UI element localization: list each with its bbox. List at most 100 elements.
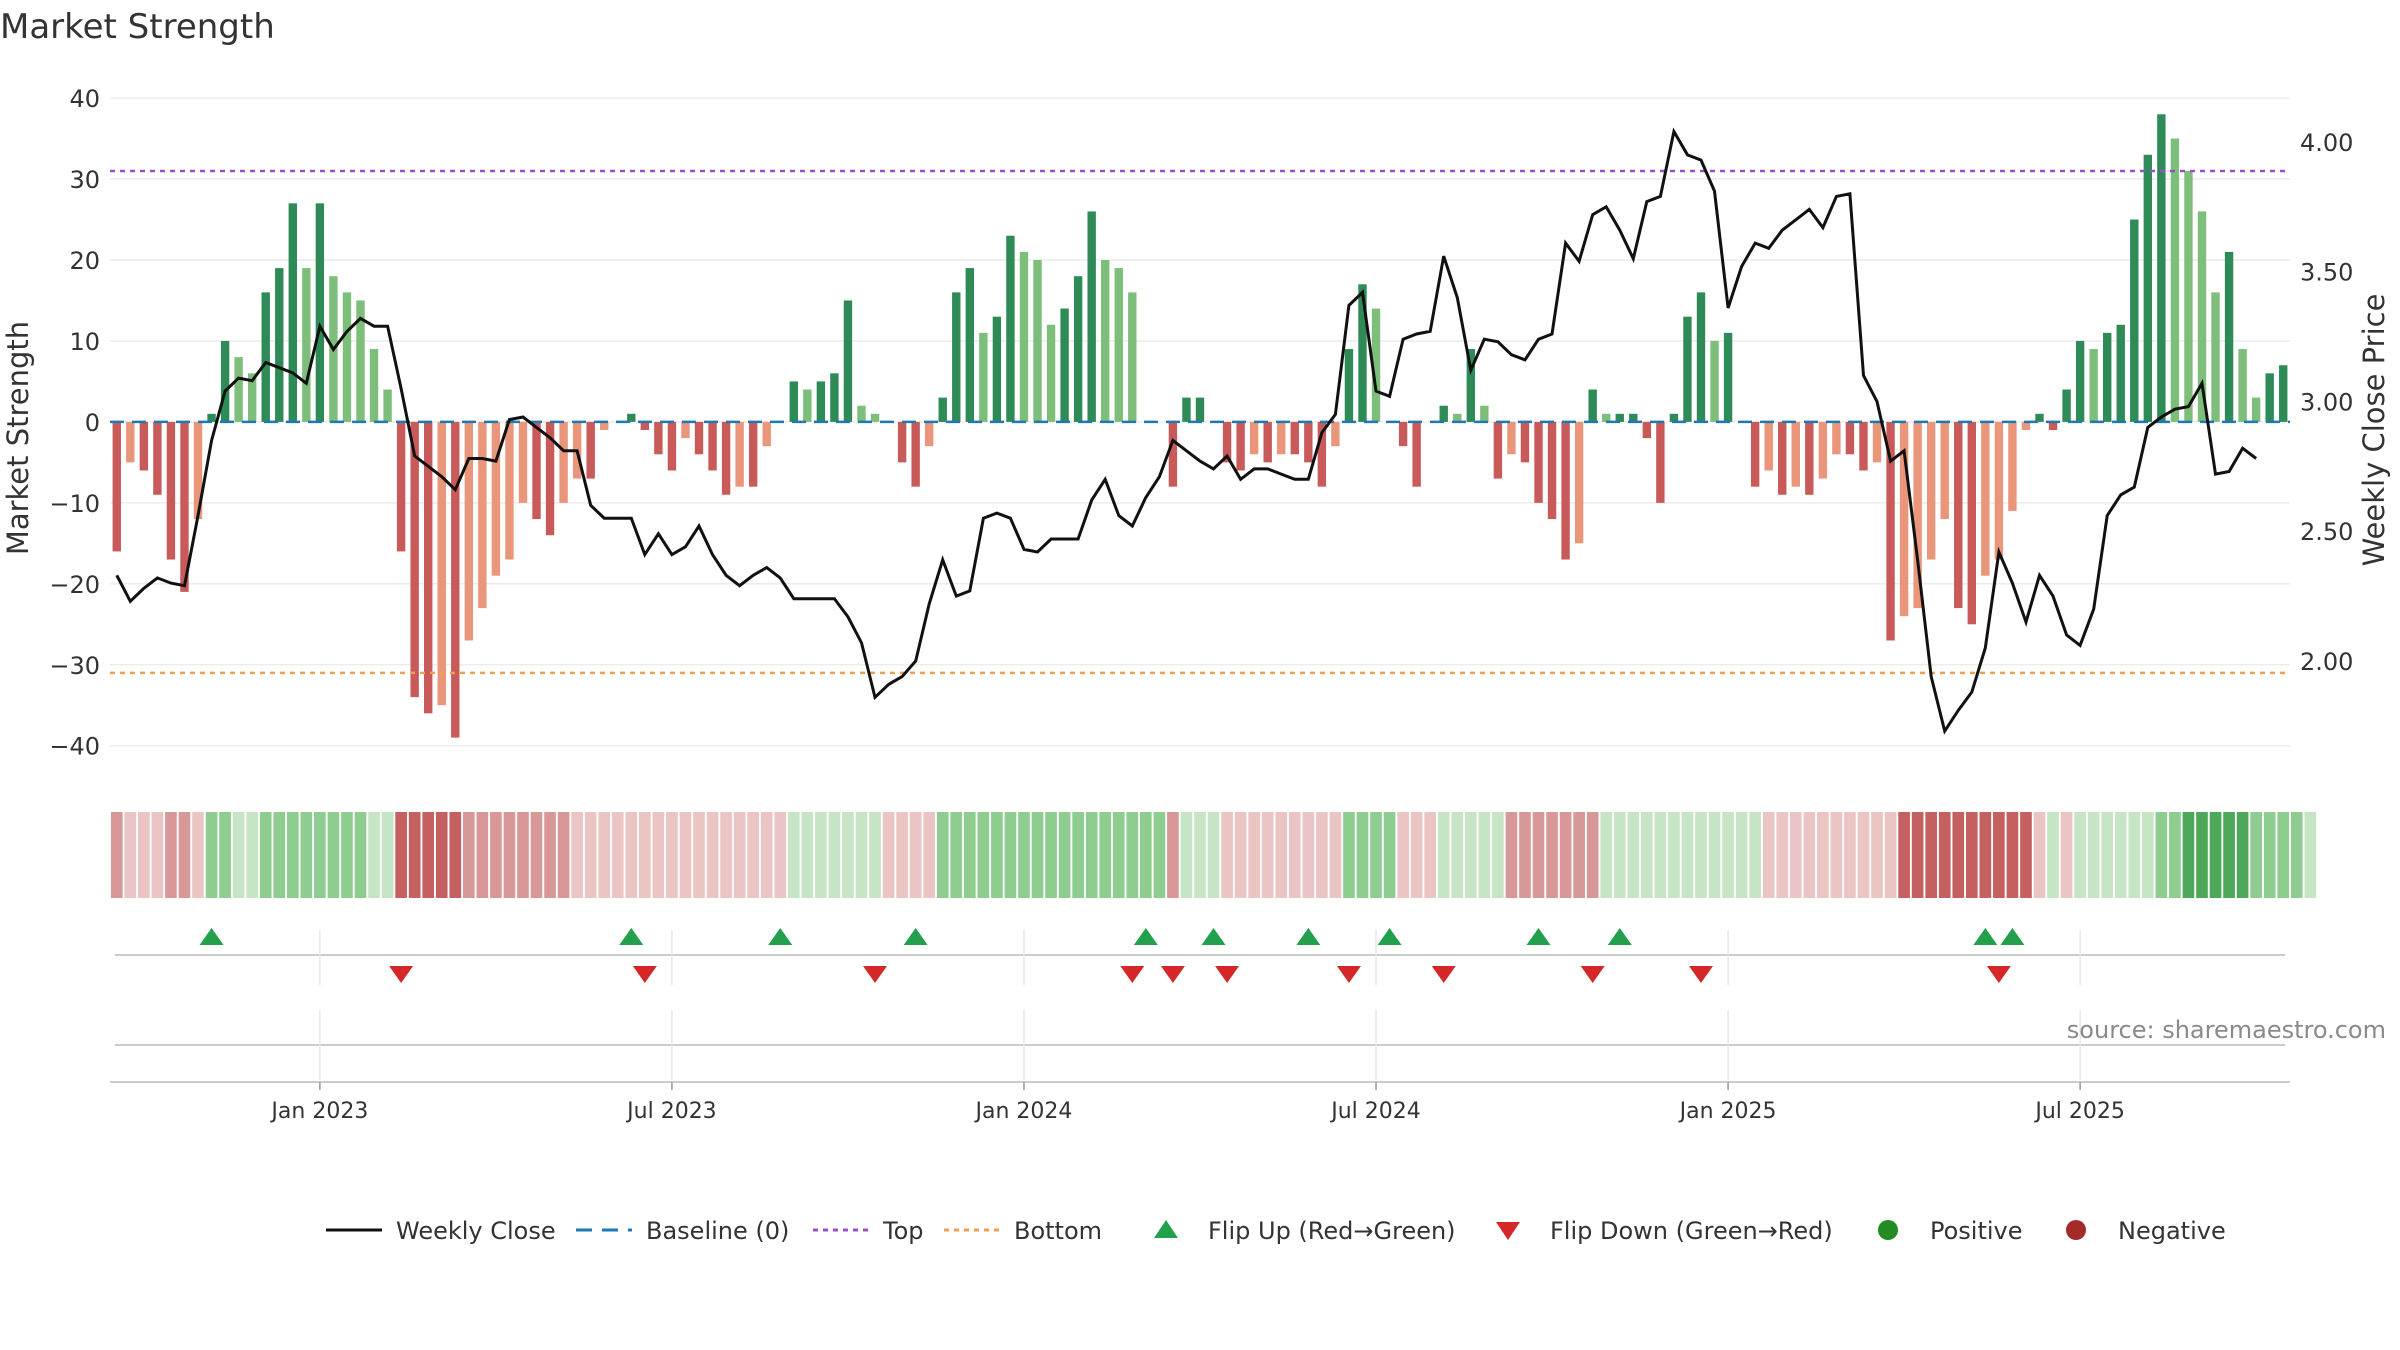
strength-bar: [1818, 421, 1828, 479]
state-cell: [1464, 812, 1477, 898]
state-cell: [991, 812, 1003, 898]
strength-bar: [424, 421, 433, 714]
flip-down-marker: [1580, 966, 1605, 983]
state-cell: [327, 812, 340, 898]
strength-bar: [1006, 235, 1015, 422]
state-cell: [273, 812, 286, 898]
strength-bar: [532, 421, 541, 520]
strength-bar: [2116, 324, 2125, 422]
state-cell: [1424, 812, 1437, 898]
strength-bar: [1507, 421, 1516, 455]
y-tick-label: 0: [85, 409, 100, 437]
state-cell: [1370, 812, 1382, 898]
state-cell: [1410, 812, 1423, 898]
state-cell: [1952, 812, 1965, 898]
flip-up-marker: [1607, 928, 1632, 945]
state-cell: [395, 812, 407, 898]
state-cell: [1478, 812, 1491, 898]
legend-weekly-close-label: Weekly Close: [396, 1217, 556, 1245]
state-cell: [1735, 812, 1748, 898]
state-cell: [1830, 812, 1843, 898]
strength-bar: [1723, 332, 1733, 422]
strength-bar: [694, 421, 704, 455]
state-cell: [2060, 812, 2073, 898]
state-cell: [611, 812, 624, 898]
state-cell: [462, 812, 475, 898]
flip-up-marker: [1201, 928, 1226, 945]
state-cell: [1031, 812, 1044, 898]
state-cell: [490, 812, 502, 898]
strength-bar: [220, 340, 230, 422]
state-cell: [205, 812, 218, 898]
state-cell: [1275, 812, 1288, 898]
state-cell: [1979, 812, 1992, 898]
state-cell: [1789, 812, 1802, 898]
strength-bar: [559, 421, 568, 503]
strength-bar: [1520, 421, 1530, 463]
legend-negative-label: Negative: [2118, 1217, 2226, 1245]
strength-bar: [2211, 292, 2220, 422]
state-cell: [774, 812, 787, 898]
strength-bar: [897, 421, 907, 463]
strength-bar: [1710, 340, 1719, 422]
state-cell: [1234, 812, 1247, 898]
strength-bar: [1344, 349, 1354, 422]
strength-bar: [1926, 421, 1936, 560]
state-cell: [639, 812, 651, 898]
state-cell: [1654, 812, 1667, 898]
strength-bar: [870, 413, 880, 422]
state-cell: [1099, 812, 1112, 898]
state-cell: [1451, 812, 1464, 898]
state-cell: [2142, 812, 2154, 898]
state-cell: [1194, 812, 1206, 898]
strength-bar: [1493, 421, 1503, 479]
state-cell: [110, 812, 123, 898]
state-cell: [1045, 812, 1057, 898]
y2-tick-label: 4.00: [2300, 129, 2353, 157]
flip-up-marker: [1133, 928, 1158, 945]
flip-up-marker: [1526, 928, 1551, 945]
state-cell: [1938, 812, 1951, 898]
x-tick-label: Jul 2025: [2033, 1099, 2125, 1124]
state-cell: [747, 812, 759, 898]
strength-bar: [478, 421, 487, 609]
state-cell: [1302, 812, 1315, 898]
flip-up-marker: [1296, 928, 1321, 945]
y2-tick-label: 3.50: [2300, 259, 2353, 287]
state-cell: [1613, 812, 1626, 898]
state-cell: [1817, 812, 1829, 898]
strength-bar: [166, 421, 176, 560]
legend-flip-down-swatch: [1496, 1222, 1520, 1240]
state-cell: [2033, 812, 2046, 898]
state-cell: [2196, 812, 2208, 898]
state-cell: [2182, 812, 2195, 898]
legend-positive-swatch: [1878, 1220, 1898, 1240]
strength-bar: [708, 421, 717, 471]
strength-bar: [2265, 373, 2274, 422]
strength-bar: [1398, 421, 1408, 447]
state-cell: [2128, 812, 2141, 898]
strength-bar: [1304, 421, 1313, 463]
strength-bar: [748, 421, 758, 487]
flip-up-marker: [768, 928, 793, 945]
strength-bar: [1249, 421, 1259, 455]
state-cell: [2087, 812, 2100, 898]
strength-bar: [1845, 421, 1855, 455]
strength-bar: [1886, 421, 1895, 641]
strength-bar: [1371, 308, 1381, 422]
left-axis-label: Market Strength: [1, 321, 35, 555]
y-tick-label: 20: [69, 247, 100, 275]
state-cell: [625, 812, 638, 898]
strength-bar: [451, 421, 460, 738]
state-cell: [1221, 812, 1233, 898]
state-cell: [652, 812, 665, 898]
strength-bar: [112, 421, 121, 552]
state-cell: [855, 812, 868, 898]
state-cell: [219, 812, 231, 898]
x-tick-label: Jul 2024: [1329, 1099, 1421, 1124]
strength-bar: [762, 421, 771, 447]
state-cell: [2006, 812, 2019, 898]
y-tick-label: 10: [69, 328, 100, 356]
strength-bar: [1547, 421, 1557, 520]
strength-bar: [1358, 284, 1367, 422]
